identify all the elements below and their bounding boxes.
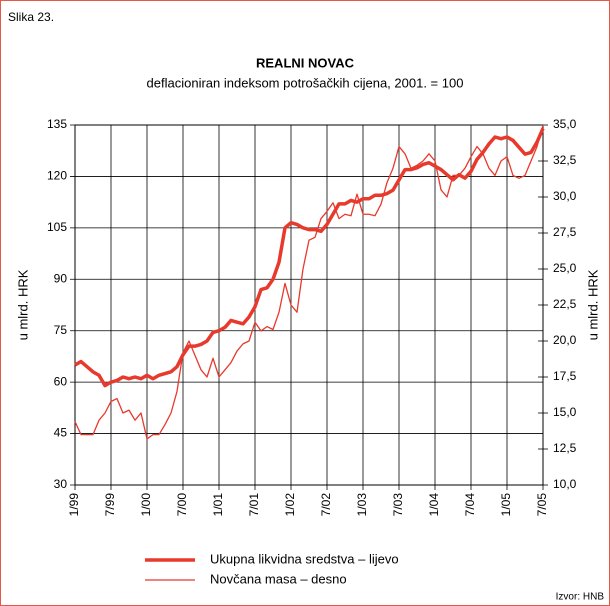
y2-tick-label: 27,5 [553,225,577,239]
x-tick-label: 7/03 [391,493,405,517]
x-tick-label: 7/99 [103,493,117,517]
y2-tick-label: 10,0 [553,477,577,491]
x-tick-label: 1/03 [355,493,369,517]
y-tick-label: 75 [54,323,68,337]
x-tick-label: 1/01 [211,493,225,517]
x-tick-label: 7/00 [175,493,189,517]
y2-tick-label: 25,0 [553,261,577,275]
series-line [74,124,544,440]
y-tick-label: 90 [54,271,68,285]
y-tick-label: 45 [54,426,68,440]
y-tick-label: 120 [47,169,67,183]
x-tick-label: 7/01 [247,493,261,517]
y-tick-label: 60 [54,374,68,388]
y2-tick-label: 30,0 [553,189,577,203]
y-axis-label: u mlrd. HRK [15,269,30,340]
x-tick-label: 1/02 [283,493,297,517]
figure-label: Slika 23. [8,10,54,24]
y-tick-label: 105 [47,220,67,234]
x-tick-label: 7/04 [463,493,477,517]
chart-title: REALNI NOVAC [256,55,355,70]
legend-label: Ukupna likvidna sredstva – lijevo [210,551,399,566]
plot-border [74,124,544,486]
y-tick-label: 135 [47,117,67,131]
y-tick-label: 30 [54,477,68,491]
series-line [74,127,545,388]
y2-tick-label: 35,0 [553,117,577,131]
y2-tick-label: 22,5 [553,297,577,311]
y2-tick-label: 12,5 [553,441,577,455]
y2-axis-label: u mlrd. HRK [585,269,600,340]
x-tick-label: 1/05 [499,493,513,517]
legend-label: Novčana masa – desno [210,571,347,586]
chart-subtitle: deflacioniran indeksom potrošačkih cijen… [147,75,464,90]
y2-tick-label: 32,5 [553,153,577,167]
x-tick-label: 1/04 [427,493,441,517]
y2-tick-label: 15,0 [553,405,577,419]
x-tick-label: 7/05 [535,493,549,517]
source: Izvor: HNB [556,592,605,603]
x-tick-label: 7/02 [319,493,333,517]
y2-tick-label: 20,0 [553,333,577,347]
y2-tick-label: 17,5 [553,369,577,383]
x-tick-label: 1/00 [139,493,153,517]
x-tick-label: 1/99 [67,493,81,517]
